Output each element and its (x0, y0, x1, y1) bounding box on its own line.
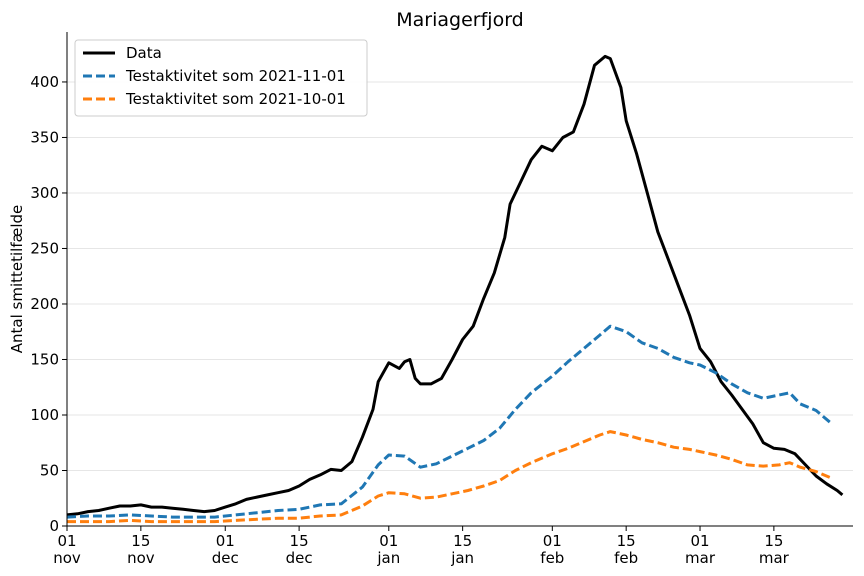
x-tick-label: 15 (453, 532, 472, 550)
y-tick-label: 50 (40, 461, 59, 479)
x-tick-label: 15 (617, 532, 636, 550)
series-line-testaktivitet-nov (66, 324, 833, 519)
y-tick-label: 250 (30, 239, 59, 257)
x-tick-month-label: feb (540, 549, 564, 567)
x-tick-month-label: jan (450, 549, 474, 567)
y-tick-label: 350 (30, 128, 59, 146)
y-tick-label: 300 (30, 184, 59, 202)
x-tick-label: 01 (57, 532, 76, 550)
x-tick-month-label: nov (127, 549, 155, 567)
x-tick-month-label: nov (53, 549, 81, 567)
x-tick-month-label: mar (685, 549, 716, 567)
y-ticks: 0 50 100 150 200 250 300 350 400 (30, 73, 67, 535)
y-tick-label: 400 (30, 73, 59, 91)
x-tick-label: 15 (290, 532, 309, 550)
x-tick-label: 01 (690, 532, 709, 550)
x-ticks: 01nov15nov01dec15dec01jan15jan01feb15feb… (53, 526, 790, 567)
legend: Data Testaktivitet som 2021-11-01 Testak… (74, 39, 368, 117)
legend-label-testaktivitet-oct: Testaktivitet som 2021-10-01 (125, 90, 346, 108)
x-tick-label: 15 (131, 532, 150, 550)
y-tick-label: 150 (30, 350, 59, 368)
legend-label-testaktivitet-nov: Testaktivitet som 2021-11-01 (125, 67, 346, 85)
chart-title: Mariagerfjord (396, 9, 523, 31)
x-tick-month-label: feb (614, 549, 638, 567)
y-tick-label: 200 (30, 295, 59, 313)
x-tick-month-label: dec (212, 549, 239, 567)
x-tick-label: 01 (379, 532, 398, 550)
x-tick-label: 01 (216, 532, 235, 550)
y-tick-label: 0 (49, 517, 59, 535)
y-axis-label: Antal smittetilfælde (8, 205, 26, 354)
axes (66, 32, 853, 527)
x-tick-month-label: jan (376, 549, 400, 567)
legend-label-data: Data (126, 44, 162, 62)
series-line-testaktivitet-oct (67, 430, 833, 524)
series-line-data (66, 54, 844, 517)
x-tick-label: 01 (543, 532, 562, 550)
legend-box (74, 39, 368, 117)
x-tick-label: 15 (764, 532, 783, 550)
x-tick-month-label: mar (759, 549, 790, 567)
y-tick-label: 100 (30, 406, 59, 424)
series-lines (66, 54, 844, 524)
x-tick-month-label: dec (286, 549, 313, 567)
gridlines (67, 81, 853, 471)
